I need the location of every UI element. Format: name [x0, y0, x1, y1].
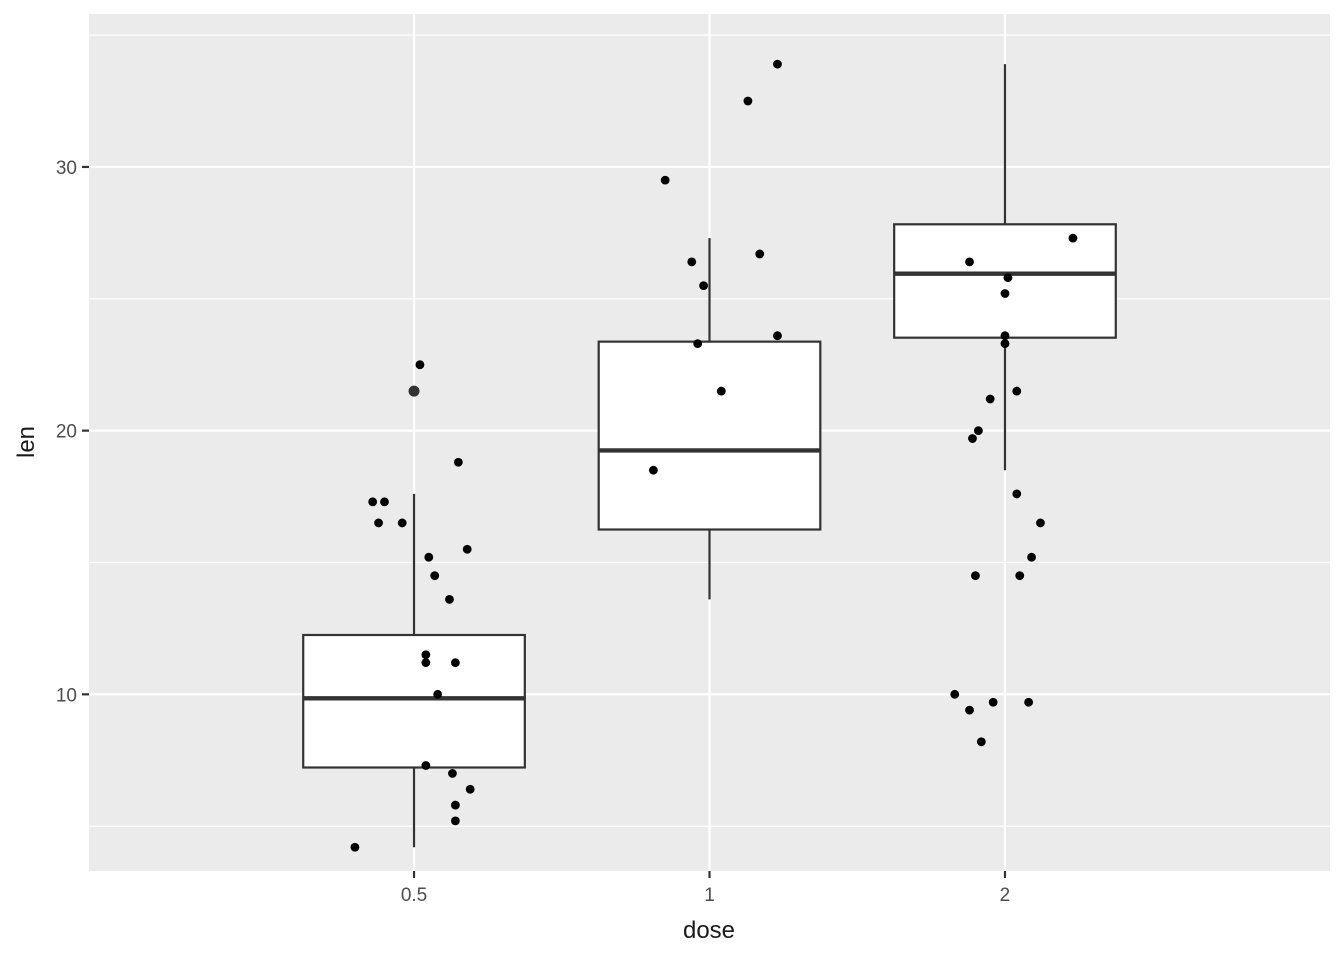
data-point — [1015, 571, 1025, 581]
data-point — [687, 257, 697, 267]
data-point — [430, 571, 440, 581]
data-point — [971, 571, 980, 581]
box-2 — [893, 64, 1117, 471]
box-1 — [597, 238, 822, 600]
y-tick-label: 20 — [56, 422, 77, 443]
data-point — [716, 386, 726, 396]
data-point — [421, 650, 431, 660]
data-point — [445, 594, 454, 604]
data-point — [755, 249, 765, 259]
data-point — [660, 175, 670, 185]
x-axis: 0.5 1 2 — [401, 871, 1010, 906]
data-point — [973, 426, 983, 436]
data-point — [1012, 489, 1022, 499]
jitter-points — [350, 59, 1078, 852]
data-point — [1000, 339, 1010, 349]
data-point — [1012, 386, 1022, 396]
data-point — [421, 761, 431, 770]
x-axis-title: dose — [683, 917, 735, 944]
data-point — [453, 457, 463, 467]
data-point — [424, 552, 434, 562]
data-point — [450, 816, 460, 826]
data-point — [374, 518, 383, 528]
y-tick-label: 10 — [56, 685, 77, 706]
data-point — [450, 658, 460, 668]
data-point — [1027, 552, 1036, 562]
data-point — [699, 281, 708, 291]
data-point — [380, 497, 389, 507]
data-point — [950, 689, 960, 699]
data-point — [648, 465, 658, 475]
data-point — [462, 544, 472, 554]
data-point — [965, 257, 974, 267]
data-point — [421, 658, 431, 668]
data-point — [1000, 289, 1010, 298]
x-tick-label: 1 — [704, 885, 715, 906]
box-iqr — [893, 223, 1117, 339]
data-point — [693, 339, 703, 349]
data-point — [976, 737, 986, 747]
data-point — [1024, 697, 1034, 707]
data-point — [773, 331, 782, 341]
data-point — [1000, 331, 1010, 341]
y-tick-label: 30 — [56, 158, 77, 179]
data-point — [465, 784, 475, 794]
data-point — [433, 689, 443, 699]
data-point — [743, 96, 753, 106]
data-point — [415, 360, 425, 370]
data-point — [448, 769, 457, 778]
data-point — [368, 497, 378, 507]
data-point — [968, 434, 977, 443]
x-tick-label: 2 — [1000, 885, 1011, 906]
data-point — [350, 842, 360, 852]
y-axis: 10 20 30 — [56, 158, 89, 706]
boxes — [302, 64, 1117, 848]
y-axis-title: len — [13, 426, 40, 458]
data-point — [450, 800, 460, 810]
data-point — [985, 394, 995, 404]
data-point — [965, 705, 974, 715]
data-point — [1068, 233, 1078, 243]
data-point — [988, 697, 998, 707]
data-point — [1036, 518, 1045, 528]
outlier-point — [408, 385, 420, 397]
box-iqr — [597, 340, 822, 531]
data-point — [397, 518, 407, 528]
box-0.5 — [302, 385, 526, 848]
data-point — [773, 59, 782, 69]
data-point — [1003, 273, 1013, 283]
x-tick-label: 0.5 — [401, 885, 427, 906]
box-iqr — [302, 633, 526, 769]
